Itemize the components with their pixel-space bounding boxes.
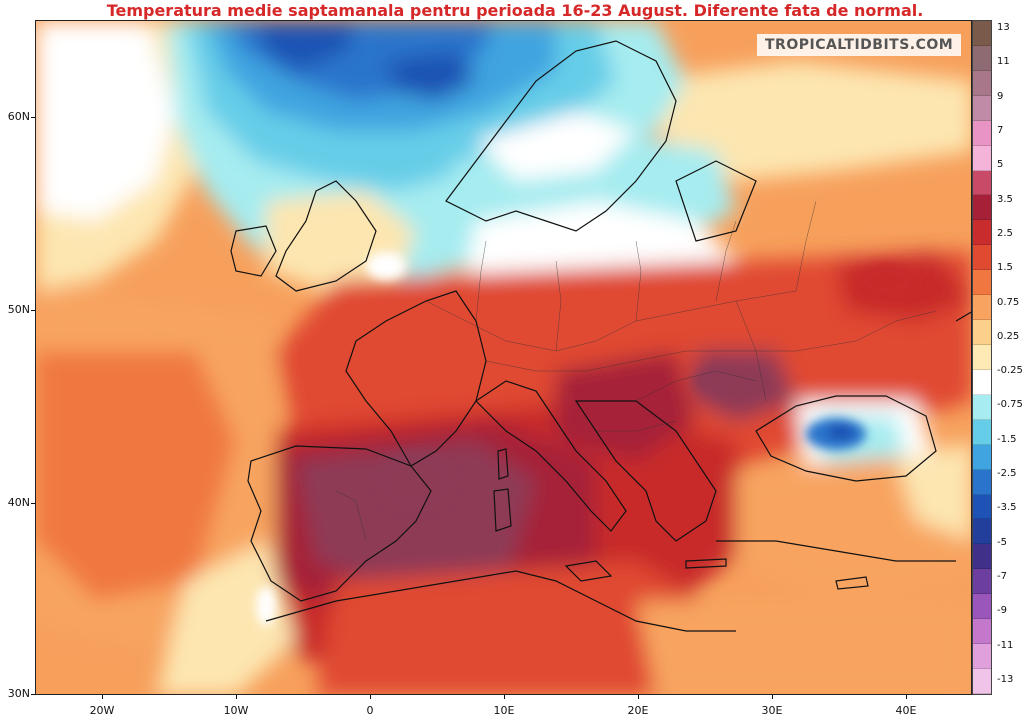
colorbar-label: 0.75 [997,296,1020,308]
coastlines [230,40,971,632]
lon-label-10e: 10E [493,704,515,717]
lon-tick-20w [102,695,103,699]
lat-tick-60n [31,117,35,118]
lon-label-0: 0 [366,704,374,717]
colorbar-segment [973,45,991,71]
colorbar-segment [973,419,991,445]
colorbar-segment [973,320,991,345]
colorbar-segment [973,594,991,620]
lat-label-50n: 50N [7,303,30,316]
colorbar-segment [973,344,991,370]
lat-tick-40n [31,503,35,504]
colorbar-segment [973,619,991,645]
map-title: Temperatura medie saptamanala pentru per… [106,1,924,20]
colorbar-segment [973,195,991,221]
lon-tick-10w [236,695,237,699]
colorbar-segment [973,644,991,669]
lon-tick-10e [504,695,505,699]
colorbar-label: -3.5 [997,502,1017,514]
watermark-logo: TROPICALTIDBITS.COM [757,34,962,56]
map-area [35,20,972,695]
colorbar-label: 3.5 [997,193,1013,205]
colorbar-label: 5 [997,159,1004,171]
lat-tick-30n [31,694,35,695]
colorbar-label: -11 [997,639,1014,651]
colorbar-label: -1.5 [997,433,1017,445]
colorbar-segment [973,519,991,545]
colorbar-label: -9 [997,605,1007,617]
colorbar-segment [973,245,991,271]
colorbar-segment [973,394,991,420]
lat-tick-50n [31,310,35,311]
colorbar-label: -0.75 [997,399,1023,411]
colorbar-label: 9 [997,90,1004,102]
colorbar-segment [973,70,991,96]
colorbar-label: -2.5 [997,468,1017,480]
lon-label-10w: 10W [223,704,249,717]
colorbar-segment [973,295,991,321]
lon-label-40e: 40E [895,704,917,717]
colorbar-label: 11 [997,56,1010,68]
lon-label-30e: 30E [761,704,783,717]
colorbar-label: 7 [997,124,1004,136]
temperature-anomaly-map [36,21,971,694]
lon-tick-30e [772,695,773,699]
lon-label-20e: 20E [627,704,649,717]
lon-tick-0 [370,695,371,699]
lat-label-30n: 30N [7,687,30,700]
colorbar-label: 1.5 [997,262,1013,274]
colorbar [972,20,992,695]
colorbar-segment [973,170,991,196]
lon-label-20w: 20W [89,704,115,717]
country-borders [335,200,937,542]
colorbar-segment [973,21,991,46]
colorbar-segment [973,369,991,395]
colorbar-segment [973,544,991,570]
lon-tick-40e [906,695,907,699]
colorbar-segment [973,494,991,520]
colorbar-label: 2.5 [997,227,1013,239]
colorbar-label: -5 [997,536,1007,548]
colorbar-label: 13 [997,22,1010,33]
lat-label-40n: 40N [7,496,30,509]
colorbar-segment [973,444,991,470]
colorbar-segment [973,569,991,595]
colorbar-label: -0.25 [997,365,1023,377]
colorbar-segment [973,668,991,694]
colorbar-label: -13 [997,674,1014,685]
colorbar-segment [973,220,991,246]
colorbar-segment [973,145,991,171]
anomaly-field [36,21,971,694]
colorbar-segment [973,270,991,296]
colorbar-label: 0.25 [997,330,1020,342]
lat-label-60n: 60N [7,110,30,123]
colorbar-segment [973,469,991,495]
colorbar-segment [973,120,991,146]
colorbar-label: -7 [997,571,1007,583]
anomaly-highlights [256,252,916,626]
colorbar-segment [973,95,991,121]
lon-tick-20e [638,695,639,699]
